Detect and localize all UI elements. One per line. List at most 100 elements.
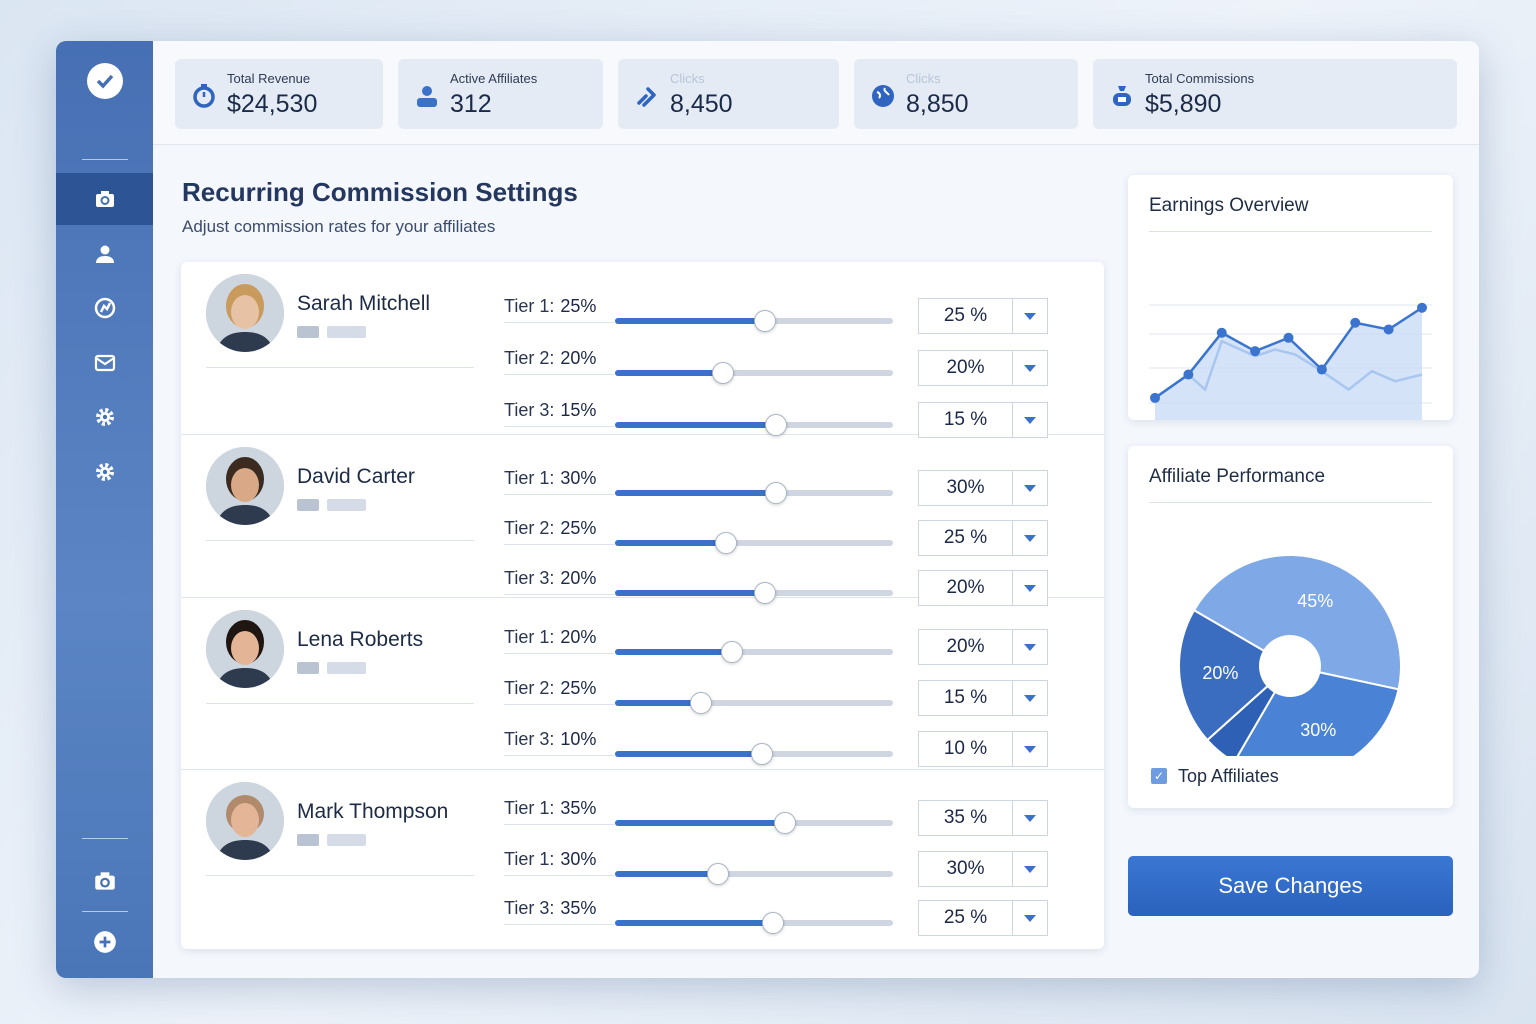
sidebar-item-6[interactable]	[56, 446, 153, 498]
data-point[interactable]	[1250, 346, 1261, 357]
tier-slider[interactable]	[615, 362, 893, 384]
gear-icon	[95, 462, 114, 481]
data-point[interactable]	[1417, 302, 1427, 313]
tier-slider[interactable]	[615, 743, 893, 765]
tier-name: Tier 1:	[504, 627, 555, 647]
tier-rate-dropdown[interactable]: 25 %	[918, 900, 1048, 936]
slider-fill	[615, 370, 724, 376]
slider-handle[interactable]	[765, 414, 788, 436]
slider-handle[interactable]	[754, 310, 777, 332]
chevron-down-icon[interactable]	[1012, 521, 1047, 555]
chevron-down-icon[interactable]	[1012, 681, 1047, 715]
sidebar-item-1[interactable]	[56, 173, 153, 225]
pie-slice[interactable]	[1192, 554, 1402, 691]
data-point[interactable]	[1183, 369, 1194, 380]
tier-slider[interactable]	[615, 310, 893, 332]
slider-handle[interactable]	[773, 812, 796, 834]
tier-slider[interactable]	[615, 532, 893, 554]
divider	[1149, 231, 1432, 232]
tier-rate-dropdown[interactable]: 20%	[918, 570, 1048, 606]
link-icon	[637, 87, 656, 107]
slider-handle[interactable]	[751, 743, 774, 765]
tier-name: Tier 1:	[504, 849, 555, 869]
affiliate-row: Lena Roberts Tier 1: 20% 20% Tier 2: 25% 15 % T…	[181, 598, 1104, 770]
slider-fill	[615, 700, 702, 706]
sidebar-bottom-item-2[interactable]	[56, 916, 153, 968]
tier-slider[interactable]	[615, 641, 893, 663]
slider-handle[interactable]	[706, 863, 729, 885]
tier-rate-dropdown[interactable]: 30%	[918, 470, 1048, 506]
divider	[504, 824, 614, 825]
mail-icon	[94, 354, 115, 371]
sidebar-bottom-item-1[interactable]	[56, 855, 153, 907]
divider	[504, 704, 614, 705]
chevron-down-icon[interactable]	[1012, 852, 1047, 886]
tier-label: Tier 1: 30%	[504, 849, 596, 870]
tier-rate: 30%	[560, 468, 597, 488]
tier-rate-dropdown[interactable]: 25 %	[918, 298, 1048, 334]
slider-handle[interactable]	[720, 641, 743, 663]
tier-rate-dropdown[interactable]: 15 %	[918, 402, 1048, 438]
tier-rate-dropdown[interactable]: 25 %	[918, 520, 1048, 556]
slider-handle[interactable]	[765, 482, 788, 504]
save-changes-button[interactable]: Save Changes	[1128, 856, 1453, 916]
tier-rate-dropdown[interactable]: 15 %	[918, 680, 1048, 716]
slider-handle[interactable]	[690, 692, 713, 714]
tier-rate-dropdown[interactable]: 30%	[918, 851, 1048, 887]
pie-slice[interactable]	[1178, 608, 1292, 742]
slider-handle[interactable]	[762, 912, 785, 934]
avatar	[206, 610, 284, 688]
top-affiliates-checkbox[interactable]: ✓	[1151, 768, 1167, 784]
data-point[interactable]	[1383, 324, 1394, 335]
stat-label: Clicks	[906, 71, 941, 86]
sidebar-item-5[interactable]	[56, 391, 153, 443]
sidebar-item-2[interactable]	[56, 228, 153, 280]
tier-slider[interactable]	[615, 912, 893, 934]
chevron-down-icon[interactable]	[1012, 630, 1047, 664]
tier-rate-dropdown[interactable]: 20%	[918, 350, 1048, 386]
sidebar-item-4[interactable]	[56, 337, 153, 389]
tier-rate-dropdown[interactable]: 35 %	[918, 800, 1048, 836]
chevron-down-icon[interactable]	[1012, 351, 1047, 385]
tier-slider[interactable]	[615, 482, 893, 504]
stat-card: Active Affiliates 312	[398, 59, 603, 129]
tier-rate-dropdown[interactable]: 20%	[918, 629, 1048, 665]
data-point[interactable]	[1283, 332, 1294, 343]
chevron-down-icon[interactable]	[1012, 901, 1047, 935]
tier-rate: 10%	[560, 729, 597, 749]
chevron-down-icon[interactable]	[1012, 732, 1047, 766]
affiliate-performance-panel: Affiliate Performance 45% 30% 20% ✓ Top Af…	[1128, 446, 1453, 808]
chevron-down-icon[interactable]	[1012, 299, 1047, 333]
check-logo-icon[interactable]	[87, 63, 123, 99]
chevron-down-icon[interactable]	[1012, 403, 1047, 437]
chevron-down-icon[interactable]	[1012, 471, 1047, 505]
chevron-down-icon[interactable]	[1012, 801, 1047, 835]
data-point[interactable]	[1350, 317, 1361, 328]
data-point[interactable]	[1316, 364, 1327, 375]
tier-slider[interactable]	[615, 414, 893, 436]
sidebar	[56, 41, 153, 978]
tier-slider[interactable]	[615, 692, 893, 714]
tier-name: Tier 1:	[504, 468, 555, 488]
tier-name: Tier 3:	[504, 729, 555, 749]
tier-slider[interactable]	[615, 863, 893, 885]
slider-handle[interactable]	[712, 362, 735, 384]
divider	[82, 159, 128, 160]
tier-slider[interactable]	[615, 582, 893, 604]
tier-name: Tier 2:	[504, 678, 555, 698]
donut-hole	[1259, 635, 1321, 697]
tier-rate-dropdown[interactable]: 10 %	[918, 731, 1048, 767]
tier-slider[interactable]	[615, 812, 893, 834]
stat-card: Clicks 8,850	[854, 59, 1078, 129]
data-point[interactable]	[1216, 327, 1227, 338]
series-area	[1155, 307, 1422, 420]
chevron-down-icon[interactable]	[1012, 571, 1047, 605]
slice-label: 30%	[1300, 720, 1336, 740]
data-point[interactable]	[1150, 392, 1160, 403]
page-title: Recurring Commission Settings	[182, 177, 578, 207]
slider-handle[interactable]	[754, 582, 777, 604]
tier-rate: 20%	[560, 568, 597, 588]
divider	[82, 911, 128, 912]
slider-handle[interactable]	[715, 532, 738, 554]
sidebar-item-3[interactable]	[56, 282, 153, 334]
